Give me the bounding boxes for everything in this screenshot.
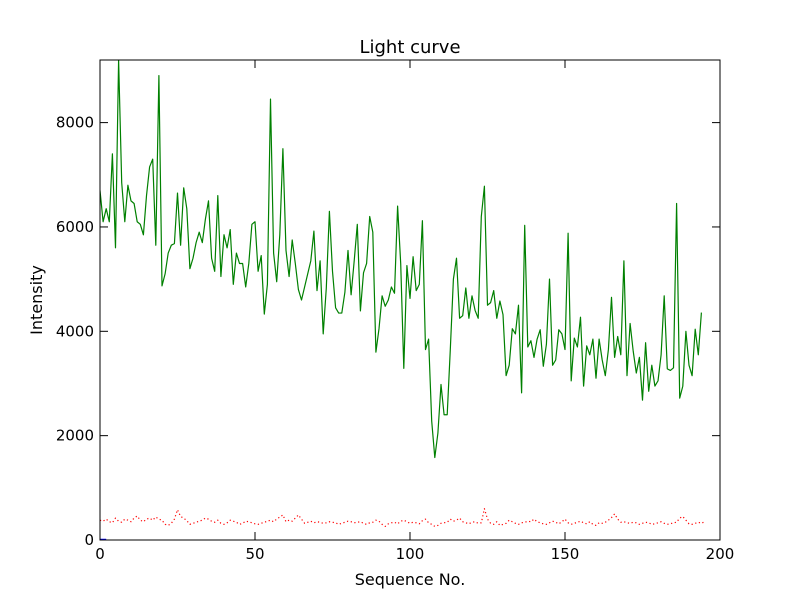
x-tick-label: 50 (245, 545, 264, 563)
x-tick-label: 0 (95, 545, 105, 563)
x-tick-label: 200 (706, 545, 735, 563)
series-line-1 (100, 60, 702, 459)
y-axis-ticks: 0 2000 4000 6000 8000 (56, 114, 720, 549)
y-tick-label: 0 (84, 531, 94, 549)
chart-title: Light curve (359, 37, 460, 58)
y-tick-label: 2000 (56, 427, 94, 445)
x-axis-label: Sequence No. (355, 570, 466, 589)
y-axis-label: Intensity (27, 265, 46, 335)
x-axis-ticks: 0 50 100 150 200 (95, 60, 734, 563)
x-tick-label: 100 (396, 545, 425, 563)
x-tick-label: 150 (551, 545, 580, 563)
y-tick-label: 4000 (56, 322, 94, 340)
series-layer (100, 60, 705, 540)
series-line-2 (100, 508, 705, 528)
y-tick-label: 8000 (56, 114, 94, 132)
y-tick-label: 6000 (56, 218, 94, 236)
